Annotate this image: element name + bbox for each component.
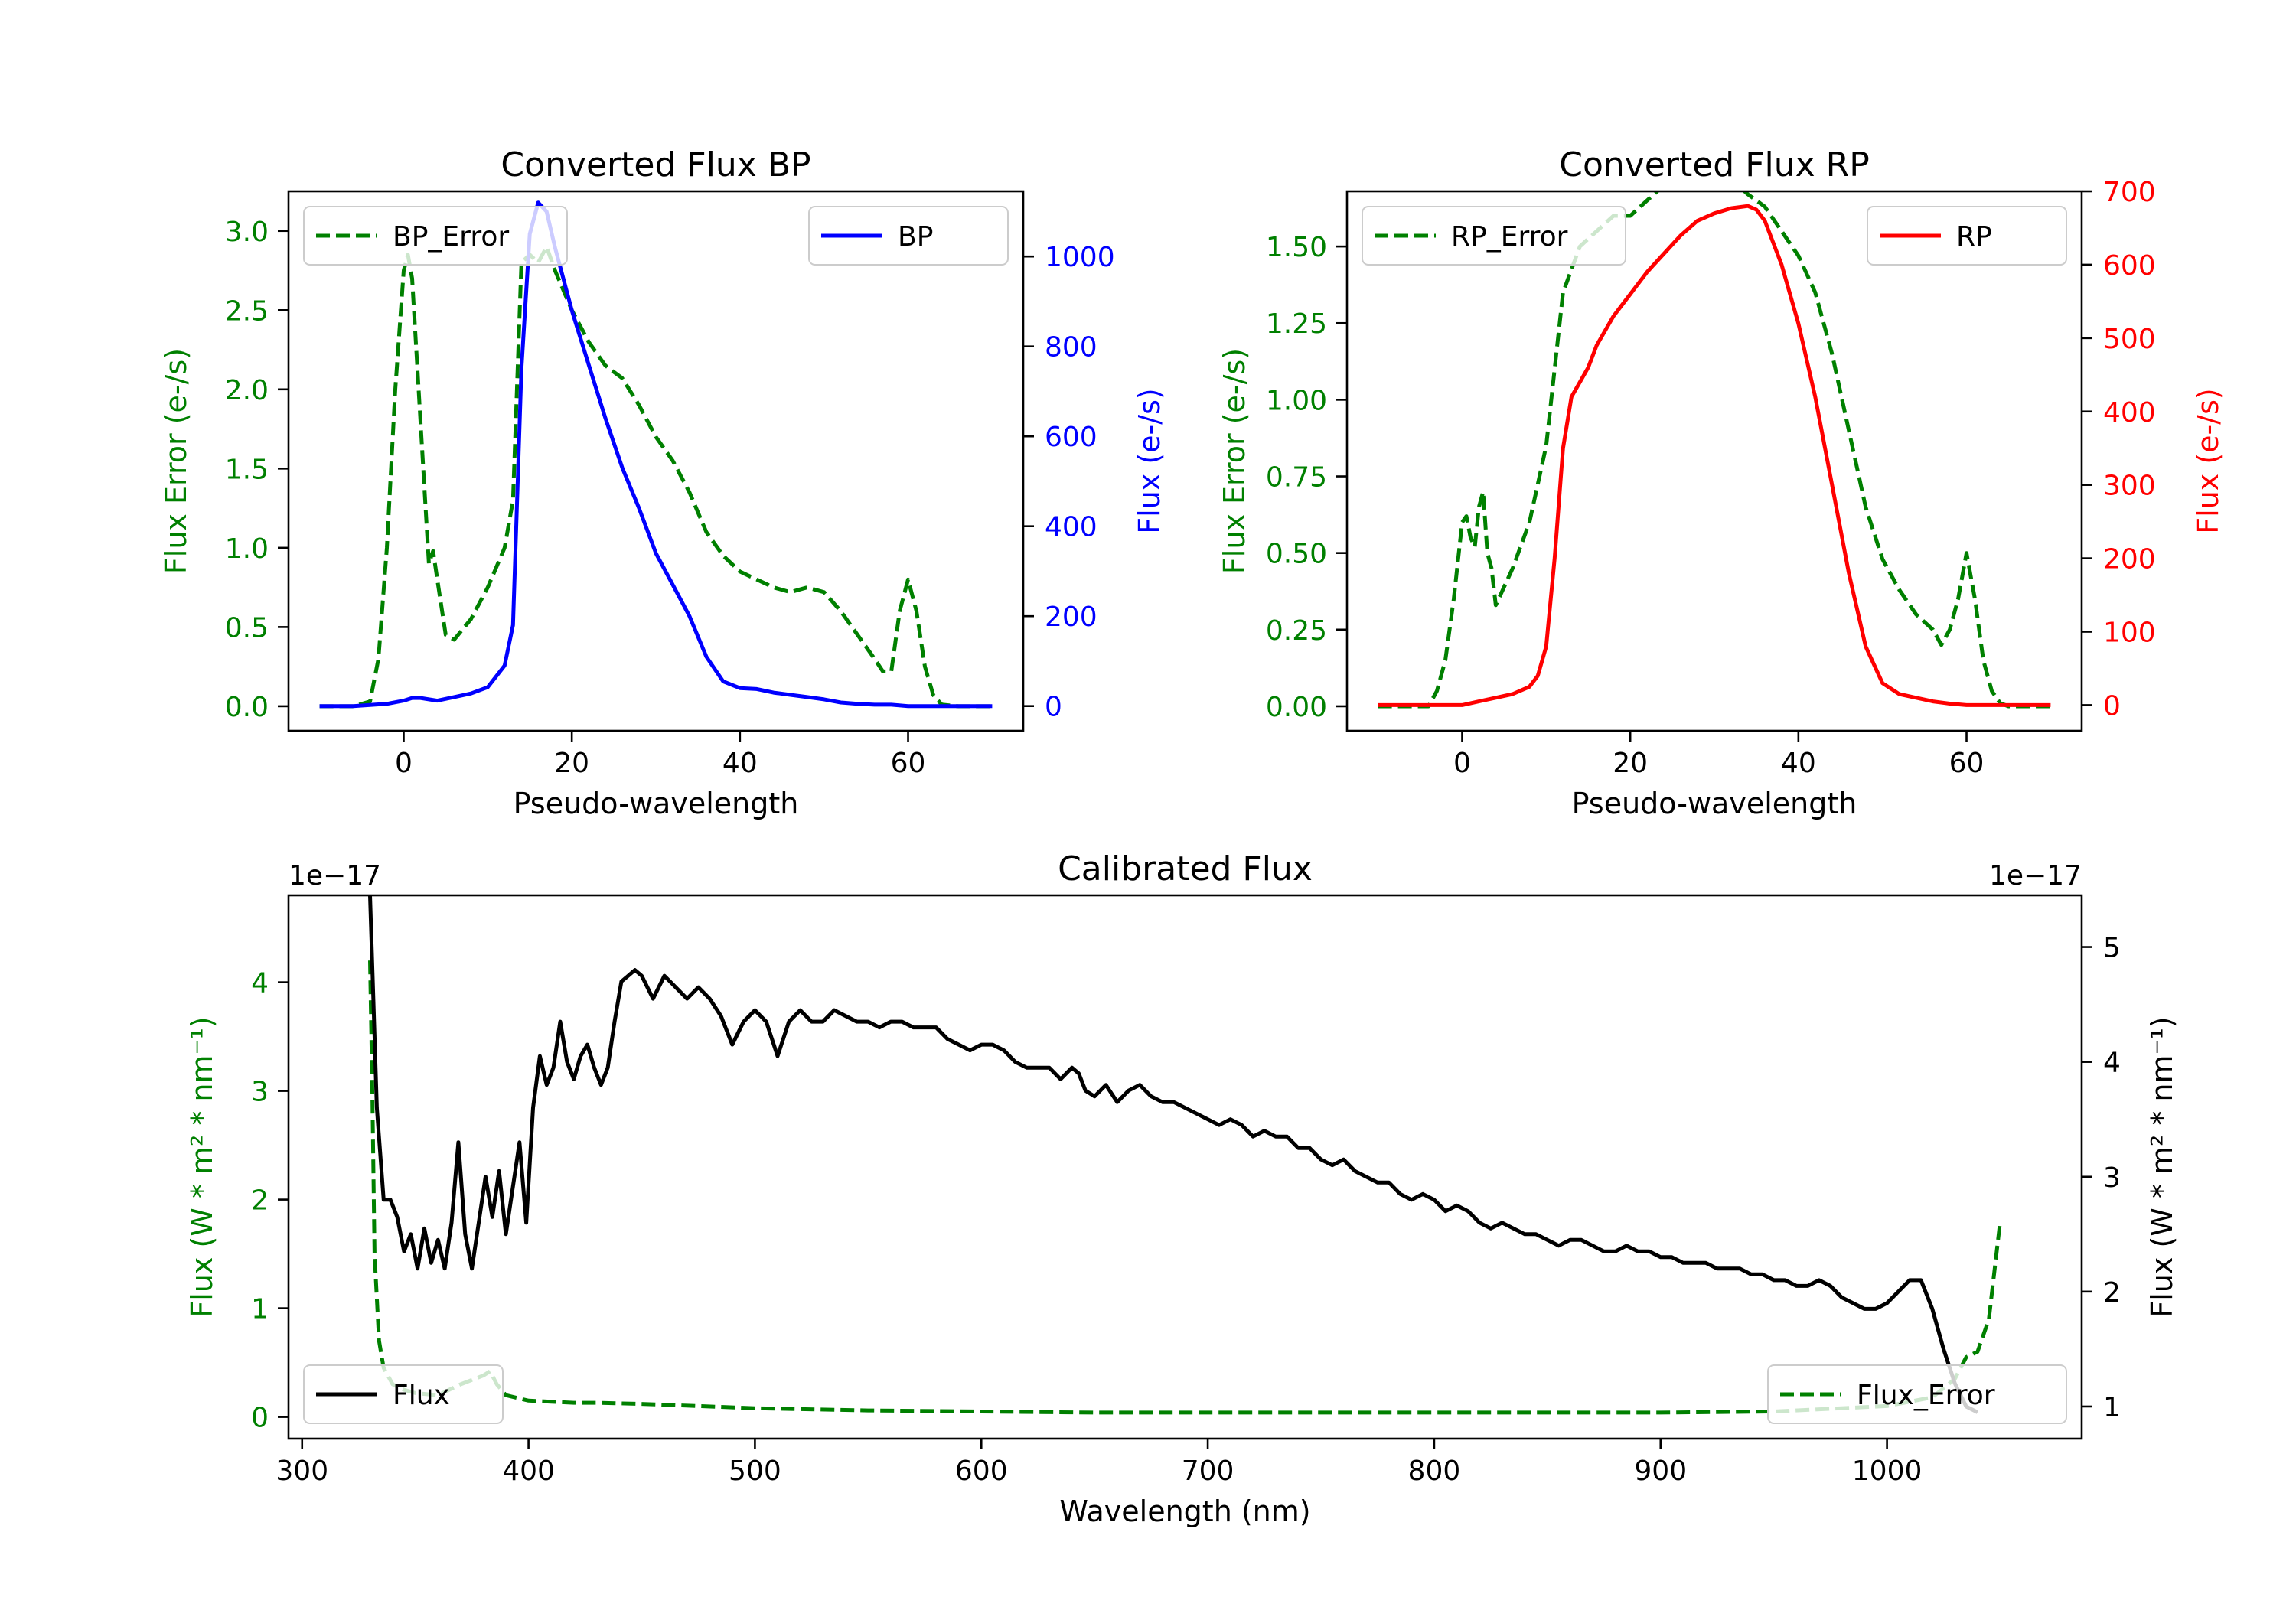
bp-legend-box [303, 206, 568, 266]
bp-series-left-line [319, 245, 993, 709]
bp-series-right-line [319, 200, 993, 709]
cal-xtick-label: 900 [1634, 1455, 1687, 1487]
cal-legend-left: Flux_Error [1767, 1364, 2067, 1424]
rp-legend-right: RP [1867, 206, 2067, 266]
bp-ytick-left-label: 2.5 [225, 295, 269, 327]
rp-chart: 0 20 40 60 0.00 0.25 0.50 0.75 1.00 1.25 1.50 0 100 2… [1218, 145, 2225, 820]
bp-legend-label: BP_Error [393, 221, 509, 253]
rp-ytick-right-label: 600 [2103, 250, 2156, 282]
cal-xtick-label: 700 [1182, 1455, 1234, 1487]
cal-chart: 300 400 500 600 700 800 900 1000 0 1 2 3 4 1 2 3 4 5 Calib… [185, 849, 2179, 1528]
cal-ylabel-right: Flux (W * m² * nm⁻¹) [2145, 1016, 2179, 1317]
cal-ytick-right-label: 1 [2103, 1392, 2121, 1423]
rp-legend-label: RP [1956, 221, 1992, 253]
bp-ytick-right-label: 400 [1045, 512, 1097, 543]
cal-xtick-label: 400 [502, 1455, 555, 1487]
cal-axes-frame [287, 894, 2083, 1440]
rp-xlabel: Pseudo-wavelength [1572, 787, 1857, 820]
bp-ytick-left-label: 3.0 [225, 217, 269, 248]
cal-xtick-label: 500 [729, 1455, 781, 1487]
cal-legend-label: Flux_Error [1857, 1380, 1995, 1411]
cal-ytick-left-label: 1 [251, 1294, 269, 1325]
rp-xtick-label: 0 [1453, 748, 1471, 779]
cal-xtick-label: 800 [1408, 1455, 1461, 1487]
cal-offset-left: 1e−17 [289, 860, 381, 892]
cal-legend-box [303, 1364, 504, 1424]
cal-ylabel-left: Flux (W * m² * nm⁻¹) [185, 1016, 219, 1317]
cal-ytick-right-label: 5 [2103, 933, 2121, 964]
cal-ytick-left-label: 4 [251, 968, 269, 999]
bp-legend-label: BP [898, 221, 933, 253]
bp-ytick-right-label: 200 [1045, 601, 1097, 633]
rp-xtick-label: 60 [1949, 748, 1985, 779]
rp-series-right-line [1378, 204, 2051, 707]
bp-chart: 0 20 40 60 0.0 0.5 1.0 1.5 2.0 2.5 3.0 0 200 400 600 80… [159, 145, 1166, 820]
rp-ylabel-left: Flux Error (e-/s) [1218, 348, 1251, 574]
cal-ytick-right-label: 3 [2103, 1162, 2121, 1194]
rp-ylabel-right: Flux (e-/s) [2191, 388, 2225, 533]
cal-ytick-left-label: 2 [251, 1185, 269, 1217]
bp-legend-box [808, 206, 1009, 266]
rp-xtick-label: 20 [1613, 748, 1648, 779]
cal-legend-right: Flux [303, 1364, 504, 1424]
cal-ytick-right-label: 2 [2103, 1277, 2121, 1309]
cal-xtick-label: 1000 [1852, 1455, 1923, 1487]
bp-axes-frame [287, 190, 1025, 732]
bp-ytick-left-label: 1.0 [225, 533, 269, 565]
rp-ytick-right-label: 500 [2103, 324, 2156, 355]
bp-ytick-right-label: 0 [1045, 692, 1062, 723]
bp-ytick-left-label: 1.5 [225, 454, 269, 485]
rp-ytick-right-label: 0 [2103, 690, 2121, 722]
cal-ytick-left-label: 3 [251, 1077, 269, 1108]
bp-ytick-left-label: 2.0 [225, 375, 269, 406]
rp-ytick-right-label: 700 [2103, 177, 2156, 208]
bp-ytick-right-label: 800 [1045, 332, 1097, 363]
cal-series-right-line [368, 895, 1979, 1414]
bp-xlabel: Pseudo-wavelength [514, 787, 799, 820]
cal-legend-label: Flux [393, 1380, 450, 1411]
rp-ytick-left-label: 0.00 [1266, 692, 1327, 723]
bp-ylabel-right: Flux (e-/s) [1133, 388, 1166, 533]
rp-ytick-right-label: 100 [2103, 618, 2156, 649]
bp-xtick-label: 40 [722, 748, 758, 779]
cal-xtick-label: 300 [276, 1455, 328, 1487]
cal-ytick-left-label: 0 [251, 1403, 269, 1434]
rp-legend-box [1867, 206, 2067, 266]
rp-ytick-left-label: 1.25 [1266, 308, 1327, 340]
rp-legend-label: RP_Error [1451, 221, 1568, 253]
rp-ytick-left-label: 1.50 [1266, 232, 1327, 263]
bp-ytick-left-label: 0.0 [225, 692, 269, 723]
rp-series-left-line [1378, 191, 2051, 709]
rp-ytick-left-label: 0.25 [1266, 615, 1327, 647]
rp-ytick-left-label: 0.75 [1266, 462, 1327, 494]
rp-title: Converted Flux RP [1559, 145, 1870, 184]
cal-xtick-label: 600 [955, 1455, 1008, 1487]
cal-xlabel: Wavelength (nm) [1059, 1495, 1310, 1528]
rp-ytick-left-label: 0.50 [1266, 539, 1327, 570]
rp-ytick-right-label: 200 [2103, 544, 2156, 575]
rp-legend-left: RP_Error [1362, 206, 1626, 266]
bp-ytick-left-label: 0.5 [225, 612, 269, 644]
rp-xtick-label: 40 [1781, 748, 1816, 779]
bp-xtick-label: 0 [395, 748, 413, 779]
bp-xtick-label: 20 [554, 748, 589, 779]
bp-ytick-right-label: 600 [1045, 422, 1097, 453]
cal-offset-right: 1e−17 [1989, 860, 2082, 892]
cal-ytick-right-label: 4 [2103, 1048, 2121, 1079]
rp-axes-frame [1345, 190, 2083, 732]
bp-title: Converted Flux BP [501, 145, 810, 184]
rp-legend-box [1362, 206, 1626, 266]
rp-ytick-right-label: 400 [2103, 397, 2156, 429]
bp-xtick-label: 60 [891, 748, 926, 779]
bp-legend-right: BP [808, 206, 1009, 266]
cal-legend-box [1767, 1364, 2067, 1424]
rp-ytick-left-label: 1.00 [1266, 385, 1327, 416]
bp-legend-left: BP_Error [303, 206, 568, 266]
bp-ytick-right-label: 1000 [1045, 242, 1115, 273]
bp-ylabel-left: Flux Error (e-/s) [159, 348, 193, 574]
cal-title: Calibrated Flux [1058, 849, 1313, 888]
rp-ytick-right-label: 300 [2103, 471, 2156, 502]
